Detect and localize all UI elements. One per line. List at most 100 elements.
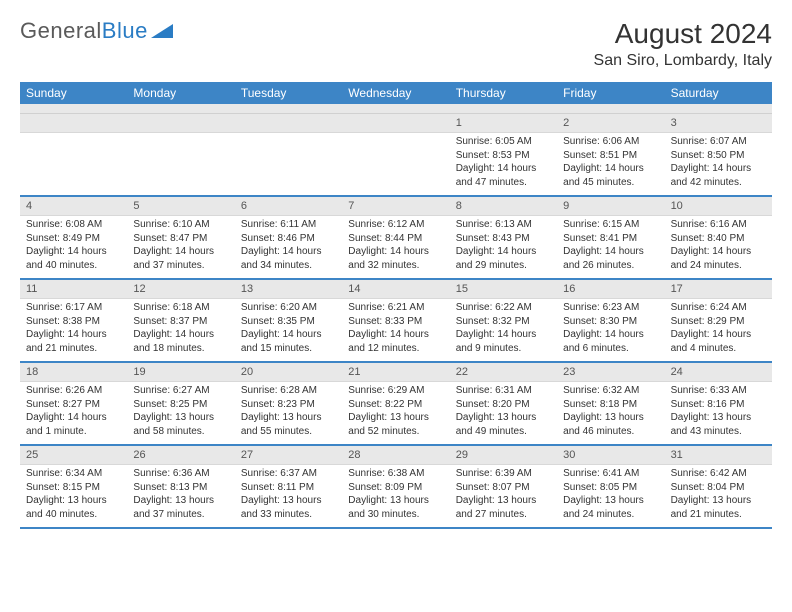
- daylight-text: Daylight: 13 hours and 24 minutes.: [563, 494, 658, 521]
- daylight-text: Daylight: 14 hours and 24 minutes.: [671, 245, 766, 272]
- sunset-text: Sunset: 8:16 PM: [671, 398, 766, 412]
- sunset-text: Sunset: 8:20 PM: [456, 398, 551, 412]
- day-content: [127, 133, 234, 197]
- sunrise-text: Sunrise: 6:20 AM: [241, 301, 336, 315]
- sunset-text: Sunset: 8:43 PM: [456, 232, 551, 246]
- sunset-text: Sunset: 8:53 PM: [456, 149, 551, 163]
- day-header: Friday: [557, 82, 664, 104]
- sunrise-text: Sunrise: 6:23 AM: [563, 301, 658, 315]
- header: GeneralBlue August 2024 San Siro, Lombar…: [20, 18, 772, 70]
- day-header: Sunday: [20, 82, 127, 104]
- location: San Siro, Lombardy, Italy: [594, 52, 772, 70]
- sunrise-text: Sunrise: 6:15 AM: [563, 218, 658, 232]
- sunset-text: Sunset: 8:22 PM: [348, 398, 443, 412]
- daylight-text: Daylight: 14 hours and 4 minutes.: [671, 328, 766, 355]
- sunset-text: Sunset: 8:29 PM: [671, 315, 766, 329]
- day-header: Monday: [127, 82, 234, 104]
- daynum-row: 123: [20, 114, 772, 133]
- day-content: Sunrise: 6:11 AMSunset: 8:46 PMDaylight:…: [235, 216, 342, 280]
- day-content: Sunrise: 6:26 AMSunset: 8:27 PMDaylight:…: [20, 382, 127, 446]
- day-number: 21: [342, 363, 449, 382]
- sunset-text: Sunset: 8:11 PM: [241, 481, 336, 495]
- day-number: 20: [235, 363, 342, 382]
- day-number: 25: [20, 446, 127, 465]
- day-number: 17: [665, 280, 772, 299]
- sunset-text: Sunset: 8:15 PM: [26, 481, 121, 495]
- day-number: 16: [557, 280, 664, 299]
- day-number: [235, 114, 342, 133]
- day-content: Sunrise: 6:29 AMSunset: 8:22 PMDaylight:…: [342, 382, 449, 446]
- day-number: 7: [342, 197, 449, 216]
- day-content: [342, 133, 449, 197]
- sunrise-text: Sunrise: 6:16 AM: [671, 218, 766, 232]
- day-content: Sunrise: 6:07 AMSunset: 8:50 PMDaylight:…: [665, 133, 772, 197]
- sunset-text: Sunset: 8:37 PM: [133, 315, 228, 329]
- day-number: [127, 114, 234, 133]
- day-number: 24: [665, 363, 772, 382]
- sunrise-text: Sunrise: 6:34 AM: [26, 467, 121, 481]
- day-content: Sunrise: 6:08 AMSunset: 8:49 PMDaylight:…: [20, 216, 127, 280]
- day-number: 15: [450, 280, 557, 299]
- day-number: 26: [127, 446, 234, 465]
- daylight-text: Daylight: 14 hours and 1 minute.: [26, 411, 121, 438]
- day-content: Sunrise: 6:32 AMSunset: 8:18 PMDaylight:…: [557, 382, 664, 446]
- day-number: 28: [342, 446, 449, 465]
- daylight-text: Daylight: 13 hours and 46 minutes.: [563, 411, 658, 438]
- title-block: August 2024 San Siro, Lombardy, Italy: [594, 18, 772, 70]
- daylight-text: Daylight: 14 hours and 18 minutes.: [133, 328, 228, 355]
- day-number: [20, 114, 127, 133]
- day-content: Sunrise: 6:41 AMSunset: 8:05 PMDaylight:…: [557, 465, 664, 529]
- sunrise-text: Sunrise: 6:26 AM: [26, 384, 121, 398]
- calendar: SundayMondayTuesdayWednesdayThursdayFrid…: [20, 82, 772, 529]
- day-number: 29: [450, 446, 557, 465]
- content-row: Sunrise: 6:05 AMSunset: 8:53 PMDaylight:…: [20, 133, 772, 197]
- sunset-text: Sunset: 8:18 PM: [563, 398, 658, 412]
- day-content: Sunrise: 6:21 AMSunset: 8:33 PMDaylight:…: [342, 299, 449, 363]
- sunset-text: Sunset: 8:33 PM: [348, 315, 443, 329]
- day-number: 1: [450, 114, 557, 133]
- day-content: Sunrise: 6:42 AMSunset: 8:04 PMDaylight:…: [665, 465, 772, 529]
- sub-header-row: [20, 104, 772, 114]
- daylight-text: Daylight: 13 hours and 27 minutes.: [456, 494, 551, 521]
- sunset-text: Sunset: 8:07 PM: [456, 481, 551, 495]
- day-content: Sunrise: 6:15 AMSunset: 8:41 PMDaylight:…: [557, 216, 664, 280]
- daylight-text: Daylight: 13 hours and 49 minutes.: [456, 411, 551, 438]
- day-content: Sunrise: 6:13 AMSunset: 8:43 PMDaylight:…: [450, 216, 557, 280]
- daylight-text: Daylight: 13 hours and 33 minutes.: [241, 494, 336, 521]
- sunrise-text: Sunrise: 6:07 AM: [671, 135, 766, 149]
- daylight-text: Daylight: 14 hours and 15 minutes.: [241, 328, 336, 355]
- daylight-text: Daylight: 14 hours and 21 minutes.: [26, 328, 121, 355]
- day-content: Sunrise: 6:39 AMSunset: 8:07 PMDaylight:…: [450, 465, 557, 529]
- sunset-text: Sunset: 8:49 PM: [26, 232, 121, 246]
- logo-text-1: General: [20, 18, 102, 44]
- day-content: Sunrise: 6:38 AMSunset: 8:09 PMDaylight:…: [342, 465, 449, 529]
- sunrise-text: Sunrise: 6:12 AM: [348, 218, 443, 232]
- daylight-text: Daylight: 14 hours and 34 minutes.: [241, 245, 336, 272]
- day-number: 10: [665, 197, 772, 216]
- sunset-text: Sunset: 8:30 PM: [563, 315, 658, 329]
- day-number: 4: [20, 197, 127, 216]
- day-header-row: SundayMondayTuesdayWednesdayThursdayFrid…: [20, 82, 772, 104]
- sunset-text: Sunset: 8:23 PM: [241, 398, 336, 412]
- day-content: Sunrise: 6:06 AMSunset: 8:51 PMDaylight:…: [557, 133, 664, 197]
- day-number: [342, 114, 449, 133]
- day-content: Sunrise: 6:22 AMSunset: 8:32 PMDaylight:…: [450, 299, 557, 363]
- sunset-text: Sunset: 8:13 PM: [133, 481, 228, 495]
- day-content: Sunrise: 6:31 AMSunset: 8:20 PMDaylight:…: [450, 382, 557, 446]
- sunset-text: Sunset: 8:50 PM: [671, 149, 766, 163]
- day-number: 30: [557, 446, 664, 465]
- sunrise-text: Sunrise: 6:17 AM: [26, 301, 121, 315]
- daynum-row: 11121314151617: [20, 280, 772, 299]
- daylight-text: Daylight: 14 hours and 40 minutes.: [26, 245, 121, 272]
- daylight-text: Daylight: 13 hours and 21 minutes.: [671, 494, 766, 521]
- day-number: 5: [127, 197, 234, 216]
- day-number: 23: [557, 363, 664, 382]
- day-header: Thursday: [450, 82, 557, 104]
- sunrise-text: Sunrise: 6:11 AM: [241, 218, 336, 232]
- sunrise-text: Sunrise: 6:29 AM: [348, 384, 443, 398]
- daylight-text: Daylight: 14 hours and 45 minutes.: [563, 162, 658, 189]
- content-row: Sunrise: 6:26 AMSunset: 8:27 PMDaylight:…: [20, 382, 772, 446]
- daylight-text: Daylight: 14 hours and 47 minutes.: [456, 162, 551, 189]
- sunrise-text: Sunrise: 6:06 AM: [563, 135, 658, 149]
- day-content: [235, 133, 342, 197]
